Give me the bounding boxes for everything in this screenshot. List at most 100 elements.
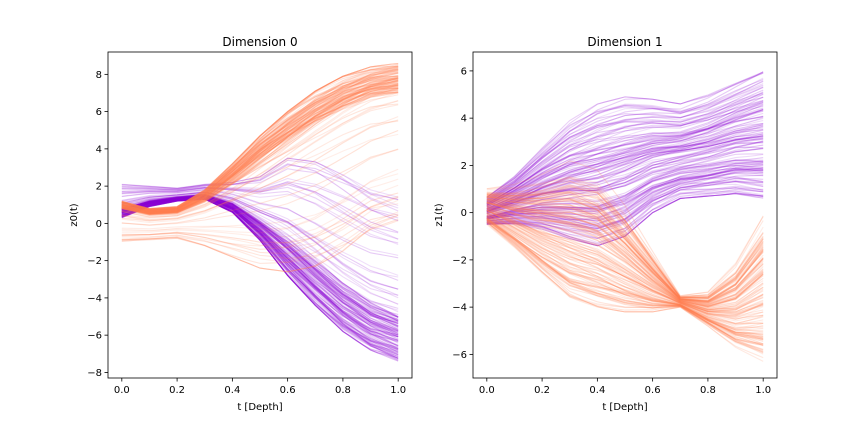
trajectory-line-purple [121,193,399,305]
trajectory-line-orange [121,79,399,212]
trajectory-line-orange [121,116,399,219]
trajectory-line-purple [121,196,399,337]
trajectory-line-orange [486,214,764,325]
trajectory-line-orange [121,75,399,212]
trajectory-line-orange [121,86,399,214]
trajectory-line-orange [486,217,764,338]
trajectory-line-purple [486,92,764,203]
trajectory-line-orange [486,214,764,329]
trajectory-line-orange [486,207,764,312]
trajectory-line-purple [486,133,764,212]
trajectory-line-orange [121,78,399,212]
trajectory-line-orange [121,87,399,215]
trajectory-line-orange [121,78,399,213]
trajectory-line-purple [486,109,764,206]
trajectory-line-orange [121,87,399,215]
trajectory-line-purple [486,115,764,208]
trajectory-line-orange [486,212,764,320]
trajectory-line-orange [121,71,399,211]
trajectory-line-orange [121,84,399,213]
trajectory-line-purple [486,86,764,201]
trajectory-line-orange [486,195,764,299]
trajectory-line-orange [121,89,399,215]
trajectory-line-purple [486,172,764,221]
trajectory-line-purple [121,196,399,336]
trajectory-line-orange [486,216,764,334]
trajectory-line-purple [121,195,399,338]
trajectory-line-purple [121,197,399,335]
trajectory-line-orange [121,100,399,216]
trajectory-line-purple [121,198,399,350]
trajectory-line-orange [486,223,764,362]
trajectory-line-orange [486,204,764,307]
trajectory-line-orange [486,218,764,339]
x-axis-label: t [Depth] [602,402,647,413]
trajectory-line-purple [486,192,764,247]
trajectory-line-orange [121,86,399,215]
trajectory-line-purple [486,136,764,212]
trajectory-line-purple [121,195,399,332]
trajectory-line-orange [486,198,764,304]
trajectory-line-orange [121,85,399,213]
trajectory-line-purple [121,196,399,340]
trajectory-line-orange [486,211,764,320]
trajectory-line-purple [121,192,399,299]
trajectory-line-orange [121,68,399,210]
y-tick-label: −4 [87,293,102,304]
y-tick-label: −6 [87,331,102,342]
trajectory-line-orange [121,80,399,212]
trajectory-line-orange [121,94,399,215]
trajectory-line-purple [121,198,399,361]
trajectory-line-purple [121,196,399,331]
trajectory-line-orange [121,82,399,214]
trajectory-line-orange [486,201,764,305]
trajectory-line-orange [121,77,399,213]
trajectory-line-purple [121,195,399,313]
trajectory-line-orange [486,205,764,311]
trajectory-line-orange [121,77,399,212]
trajectory-line-purple [121,193,399,318]
trajectory-line-purple [121,191,399,290]
y-tick-label: −2 [87,256,102,267]
trajectory-line-purple [486,178,764,234]
trajectory-line-purple [486,72,764,199]
trajectory-line-orange [486,206,764,309]
trajectory-line-orange [486,217,764,335]
trajectory-line-purple [486,193,764,247]
trajectory-line-orange [121,87,399,215]
trajectory-line-orange [486,198,764,303]
trajectory-line-orange [121,67,399,210]
trajectory-line-purple [121,195,399,327]
trajectory-line-purple [121,196,399,341]
trajectory-line-orange [121,68,399,211]
trajectory-line-purple [486,125,764,210]
trajectory-line-purple [121,196,399,336]
trajectory-line-orange [121,78,399,212]
trajectory-line-purple [486,122,764,209]
trajectory-line-purple [121,197,399,347]
trajectory-line-purple [486,93,764,203]
trajectory-line-purple [121,198,399,360]
trajectory-line-orange [486,196,764,303]
trajectory-line-orange [121,71,399,211]
trajectory-line-purple [121,198,399,361]
chart-dimension-0: 0.0 0.2 0.4 0.6 0.8 1.0 −8 −6 −4 −2 0 2 4 6 8 Dimensi… [69,35,413,413]
trajectory-line-orange [121,84,399,214]
trajectory-line-orange [121,84,399,213]
trajectory-line-orange [486,185,764,299]
trajectory-line-purple [486,137,764,213]
trajectory-line-purple [121,195,399,318]
trajectory-line-purple [486,164,764,219]
trajectory-line-orange [121,71,399,212]
trajectory-line-orange [486,186,764,298]
trajectory-line-purple [121,195,399,330]
trajectory-line-orange [486,201,764,306]
trajectory-line-purple [486,102,764,205]
trajectory-line-purple [121,195,399,318]
trajectory-line-orange [121,92,399,215]
trajectory-line-orange [121,76,399,212]
trajectory-line-orange [121,148,399,226]
trajectory-line-purple [121,188,399,246]
trajectory-line-purple [121,194,399,320]
